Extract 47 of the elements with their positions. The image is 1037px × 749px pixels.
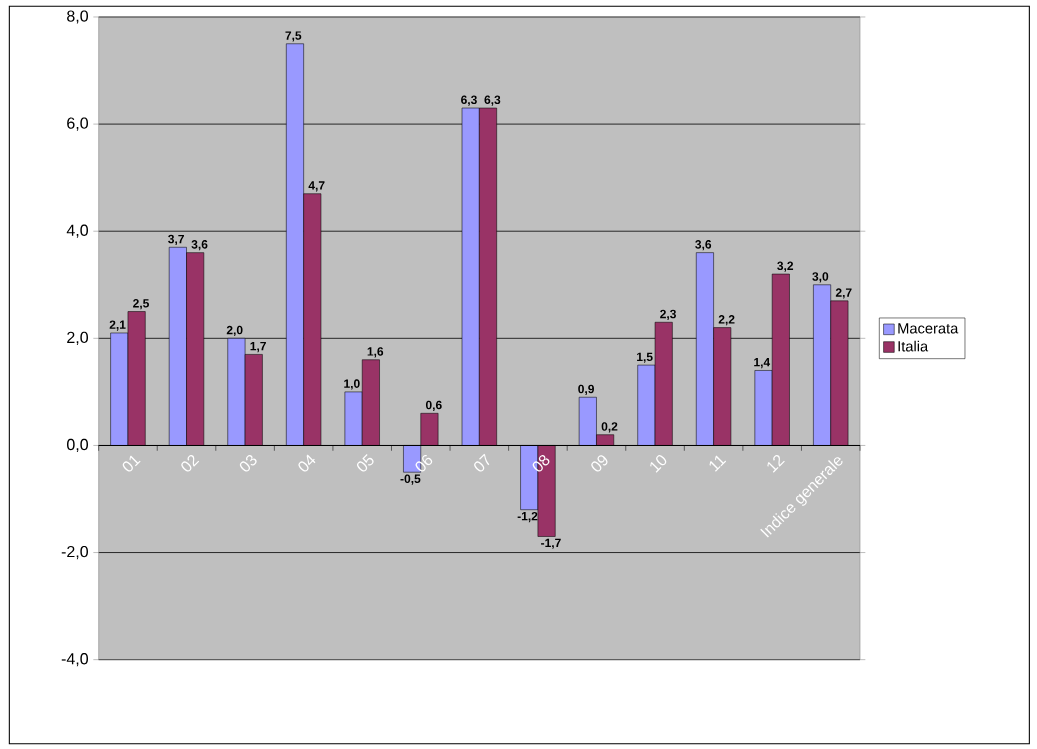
x-tick-label: 09 — [591, 455, 608, 472]
data-label: 1,6 — [367, 347, 384, 358]
y-tick-label: 6,0 — [67, 117, 89, 131]
data-label: 1,4 — [754, 358, 771, 369]
x-tick-label: 01 — [122, 455, 141, 472]
data-label: 1,0 — [344, 379, 360, 390]
x-tick-label: 12 — [767, 454, 785, 473]
x-tick-label: 06 — [415, 454, 433, 472]
legend-label: Macerata — [898, 323, 959, 334]
y-tick-label: 2,0 — [67, 331, 89, 345]
x-tick-label: 02 — [181, 454, 200, 472]
data-label: 6,3 — [461, 95, 477, 106]
y-tick-label: -2,0 — [61, 545, 89, 560]
data-label: 0,6 — [425, 400, 442, 412]
y-tick-label: -4,0 — [61, 653, 89, 667]
data-label: 3,6 — [695, 240, 712, 251]
x-tick-label: 05 — [356, 454, 374, 472]
x-tick-label: 04 — [298, 454, 316, 472]
x-tick-label: 03 — [239, 454, 257, 472]
y-tick-label: 0,0 — [67, 438, 89, 453]
data-label: 2,0 — [226, 325, 243, 337]
y-tick-label: 8,0 — [67, 10, 89, 24]
data-label: 1,7 — [250, 342, 266, 353]
data-label: 3,0 — [812, 272, 829, 283]
y-tick-label: 4,0 — [66, 224, 89, 238]
data-label: 4,7 — [308, 181, 325, 192]
data-label: 7,5 — [285, 31, 302, 42]
x-tick-label: 11 — [709, 455, 727, 472]
data-label: 0,9 — [578, 384, 594, 395]
data-label: 3,6 — [191, 240, 208, 251]
data-label: 2,5 — [133, 299, 149, 310]
data-label: -1,2 — [517, 511, 538, 523]
data-label: 6,3 — [484, 95, 501, 106]
data-label: 2,1 — [109, 320, 126, 331]
data-label: 3,7 — [168, 234, 184, 246]
legend-label: Italia — [898, 340, 929, 352]
data-label: 1,5 — [637, 352, 653, 363]
x-tick-label: 07 — [474, 453, 490, 472]
data-label: -1,7 — [541, 538, 561, 549]
data-label: 3,2 — [777, 261, 794, 272]
data-label: 2,7 — [835, 288, 852, 299]
data-label: 0,2 — [601, 422, 618, 433]
x-tick-label: 10 — [650, 455, 667, 473]
x-tick-label: 08 — [532, 454, 550, 472]
data-label: 2,2 — [718, 315, 735, 326]
data-label: 2,3 — [660, 309, 676, 320]
data-label: -0,5 — [400, 474, 421, 485]
